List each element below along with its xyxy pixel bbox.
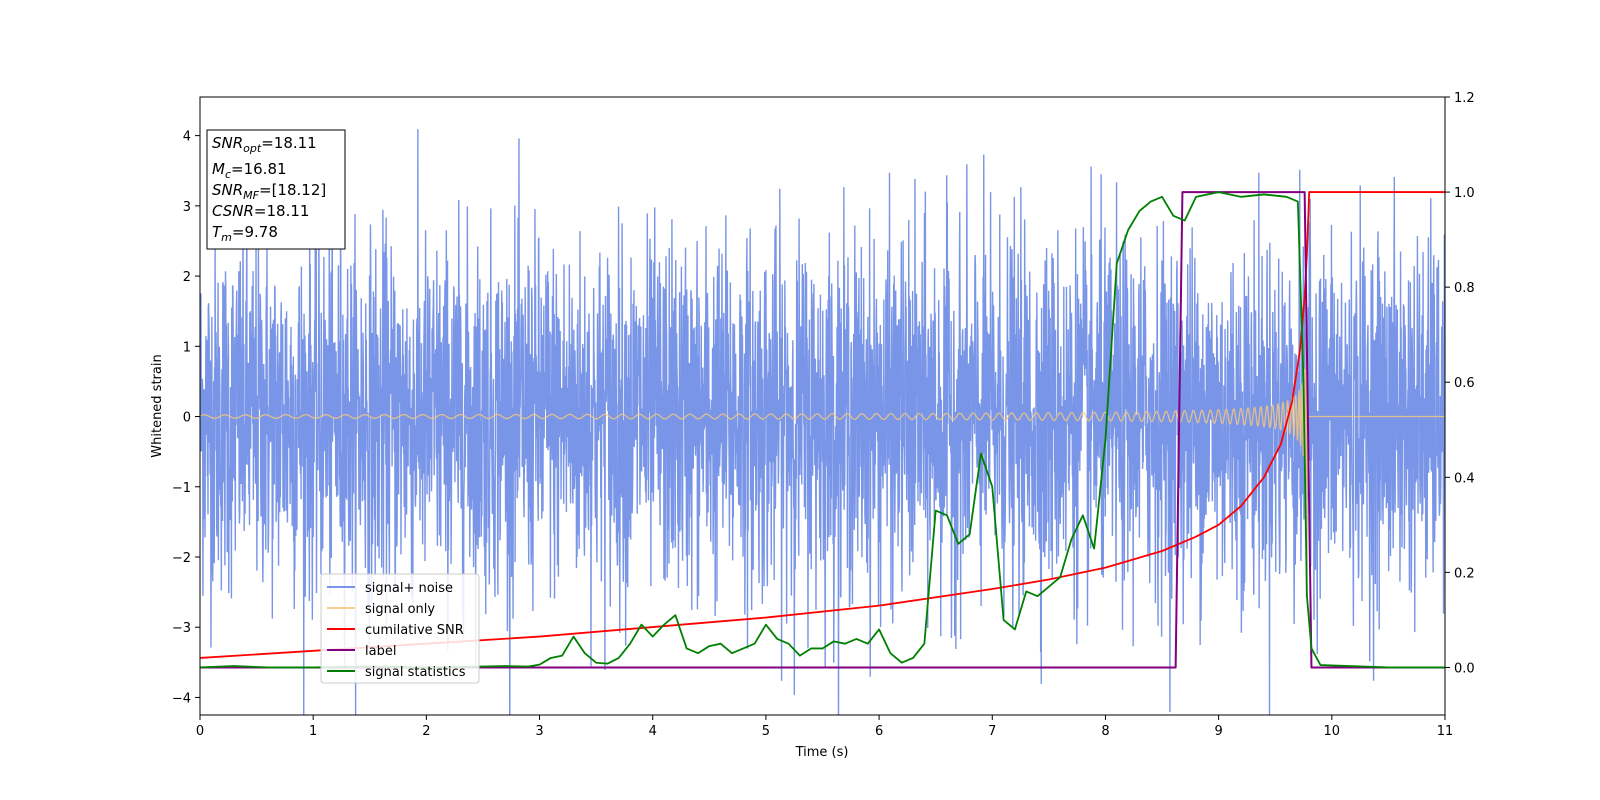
y-tick-label: 0	[183, 411, 191, 426]
x-tick-label: 1	[309, 724, 317, 739]
y2-tick-label: 0.4	[1454, 471, 1475, 486]
y-tick-label: 1	[183, 340, 191, 355]
series-signal-statistics	[200, 191, 1445, 669]
x-tick-label: 7	[988, 724, 996, 739]
series-signal-noise	[200, 129, 1445, 715]
legend-item-signal-statistics-label: signal statistics	[365, 665, 466, 680]
legend-item-cumulative-snr-label: cumilative SNR	[365, 623, 464, 638]
series-label	[200, 191, 1445, 669]
plot-frame	[199, 96, 1446, 716]
y2-tick-label: 0.6	[1454, 376, 1475, 391]
y-tick-label: −3	[172, 621, 191, 636]
legend-item-signal-only-label: signal only	[365, 602, 435, 617]
x-tick-label: 3	[535, 724, 543, 739]
y-tick-label: −2	[172, 551, 191, 566]
y-axis-left: −4 −3 −2 −1 0 1 2 3 4	[172, 130, 200, 706]
legend-item-signal-noise-label: signal+ noise	[365, 581, 453, 596]
y2-tick-label: 0.2	[1454, 566, 1475, 581]
x-axis-label: Time (s)	[795, 745, 849, 760]
legend-frame	[320, 573, 480, 684]
info-box-frame	[206, 129, 346, 250]
y-axis-label: Whitened strain	[150, 354, 165, 457]
series-signal-only	[200, 326, 1445, 587]
info-box-line: Tm=9.78	[212, 223, 278, 244]
x-tick-label: 6	[875, 724, 883, 739]
x-tick-label: 4	[649, 724, 657, 739]
y2-tick-label: 1.2	[1454, 91, 1475, 106]
y2-tick-label: 1.0	[1454, 186, 1475, 201]
x-axis: 0 1 2 3 4 5 6 7 8 9 10 11	[196, 715, 1453, 739]
info-box-line: Mc=16.81	[212, 160, 287, 181]
x-tick-label: 10	[1324, 724, 1341, 739]
y-tick-label: 4	[183, 130, 191, 145]
legend-item-label-label: label	[365, 644, 396, 659]
info-box-line: SNRopt=18.11	[212, 134, 317, 155]
info-box-line: SNRMF=[18.12]	[212, 181, 326, 202]
y-tick-label: 2	[183, 270, 191, 285]
y-tick-label: −1	[172, 481, 191, 496]
y2-tick-label: 0.0	[1454, 661, 1475, 676]
info-box: SNRopt=18.11 Mc=16.81SNRMF=[18.12]CSNR=18…	[206, 129, 346, 250]
x-tick-label: 8	[1101, 724, 1109, 739]
series-layer	[200, 129, 1445, 715]
y2-tick-label: 0.8	[1454, 281, 1475, 296]
x-tick-label: 9	[1214, 724, 1222, 739]
x-tick-label: 11	[1437, 724, 1454, 739]
info-box-line: CSNR=18.11	[212, 202, 309, 220]
y-tick-label: 3	[183, 200, 191, 215]
legend: signal+ noise signal only cumilative SNR la…	[320, 573, 480, 684]
x-tick-label: 5	[762, 724, 770, 739]
x-tick-label: 0	[196, 724, 204, 739]
x-tick-label: 2	[422, 724, 430, 739]
y-tick-label: −4	[172, 691, 191, 706]
y-axis-right: 0.0 0.2 0.4 0.6 0.8 1.0 1.2	[1445, 91, 1475, 676]
